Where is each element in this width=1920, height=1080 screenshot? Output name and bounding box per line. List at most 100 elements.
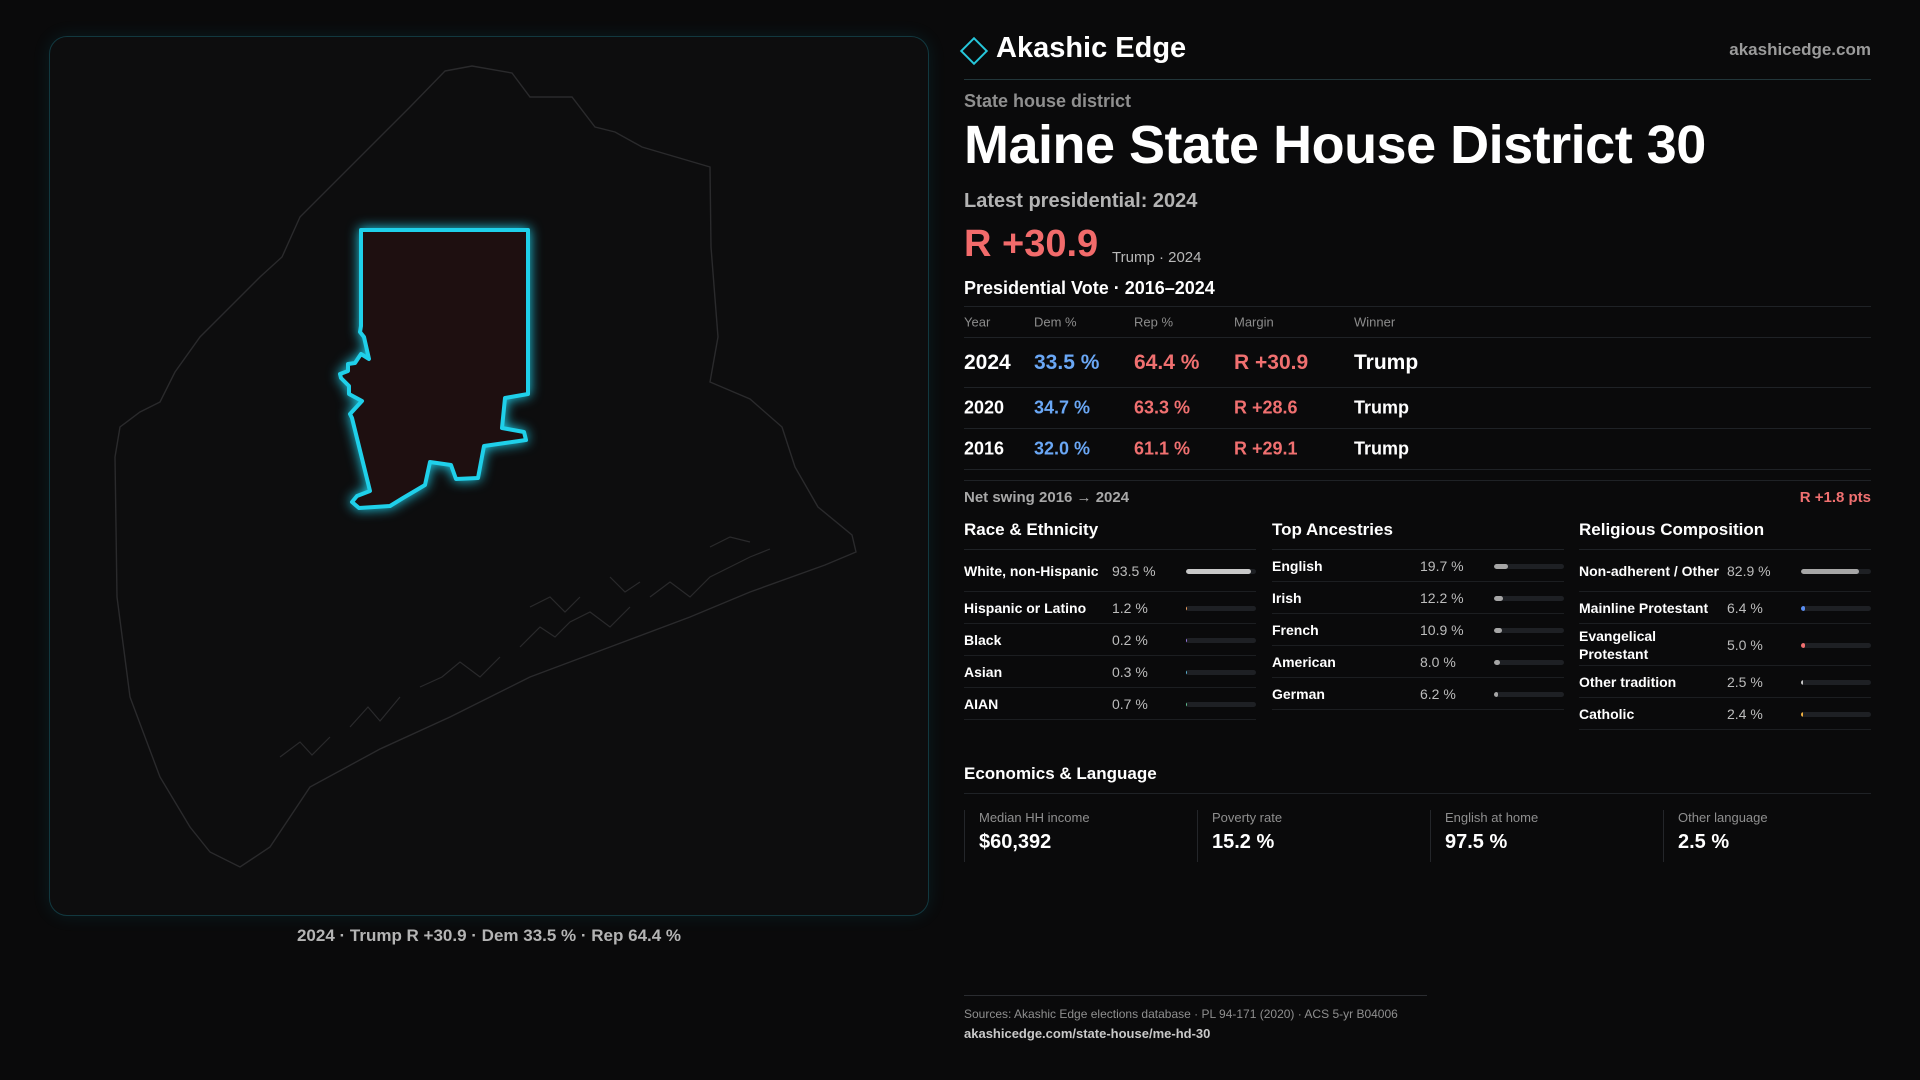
list-item: Asian 0.3 % [964, 656, 1256, 688]
item-value: 0.2 % [1112, 631, 1148, 648]
econ-label: Poverty rate [1212, 810, 1283, 825]
share-bar-fill [1186, 568, 1252, 574]
item-value: 82.9 % [1727, 562, 1771, 579]
item-value: 93.5 % [1112, 562, 1156, 579]
row-dem: 34.7 % [1034, 397, 1091, 418]
econ-stat-median-income: Median HH income $60,392 [964, 810, 1090, 862]
item-value: 1.2 % [1112, 599, 1148, 616]
econ-stat-other-language: Other language 2.5 % [1663, 810, 1768, 862]
share-bar [1494, 563, 1564, 569]
row-margin: R +29.1 [1234, 438, 1298, 459]
share-bar [1186, 605, 1256, 611]
share-bar-fill [1801, 679, 1803, 685]
item-label: Non-adherent / Other [1579, 562, 1720, 579]
item-value: 12.2 % [1420, 589, 1464, 606]
share-bar-fill [1801, 568, 1860, 574]
list-item: French 10.9 % [1272, 614, 1564, 646]
section-title: Race & Ethnicity [964, 520, 1256, 550]
table-header-row: Year Dem % Rep % Margin Winner [964, 306, 1871, 338]
row-winner: Trump [1354, 350, 1419, 374]
share-bar-fill [1801, 642, 1805, 648]
row-winner: Trump [1354, 397, 1410, 418]
list-item: Black 0.2 % [964, 624, 1256, 656]
share-bar [1494, 627, 1564, 633]
page-url-link[interactable]: akashicedge.com/state-house/me-hd-30 [964, 1026, 1211, 1041]
swing-divider [964, 480, 1871, 481]
header-winner: Winner [1354, 314, 1396, 330]
table-row: 2020 34.7 % 63.3 % R +28.6 Trump [964, 388, 1871, 429]
list-item: Other tradition 2.5 % [1579, 666, 1871, 698]
share-bar-fill [1494, 627, 1502, 633]
item-value: 8.0 % [1420, 653, 1456, 670]
list-item: Mainline Protestant 6.4 % [1579, 592, 1871, 624]
list-item: Non-adherent / Other 82.9 % [1579, 550, 1871, 592]
district-30-boundary[interactable] [338, 228, 530, 510]
coastline-islands [279, 536, 771, 758]
share-bar [1494, 595, 1564, 601]
row-dem: 33.5 % [1034, 350, 1100, 374]
row-rep: 63.3 % [1134, 397, 1191, 418]
share-bar-fill [1494, 563, 1508, 569]
econ-value: 15.2 % [1212, 831, 1275, 853]
item-value: 0.3 % [1112, 663, 1148, 680]
religious-composition-section: Religious Composition Non-adherent / Oth… [1579, 520, 1871, 730]
header-year: Year [964, 314, 991, 330]
item-value: 2.5 % [1727, 673, 1763, 690]
row-dem: 32.0 % [1034, 438, 1091, 459]
net-swing-label: Net swing 2016 → 2024 [964, 489, 1130, 506]
list-item: Hispanic or Latino 1.2 % [964, 592, 1256, 624]
item-value: 10.9 % [1420, 621, 1464, 638]
share-bar-fill [1186, 637, 1188, 643]
item-value: 2.4 % [1727, 705, 1763, 722]
share-bar [1494, 691, 1564, 697]
latest-presidential-label: Latest presidential: 2024 [964, 190, 1198, 212]
list-item: Catholic 2.4 % [1579, 698, 1871, 730]
state-outline [114, 65, 857, 868]
econ-label: Median HH income [979, 810, 1090, 825]
section-title: Top Ancestries [1272, 520, 1564, 550]
econ-stat-poverty-rate: Poverty rate 15.2 % [1197, 810, 1282, 862]
list-item: English 19.7 % [1272, 550, 1564, 582]
vote-table-title: Presidential Vote · 2016–2024 [964, 278, 1215, 298]
row-margin: R +28.6 [1234, 397, 1298, 418]
district-map[interactable] [49, 36, 929, 916]
share-bar [1801, 605, 1871, 611]
item-label: Black [964, 631, 1002, 648]
econ-value: 97.5 % [1445, 831, 1508, 853]
row-year: 2024 [964, 350, 1011, 374]
table-row: 2016 32.0 % 61.1 % R +29.1 Trump [964, 429, 1871, 470]
item-value: 6.4 % [1727, 599, 1763, 616]
header-rep: Rep % [1134, 314, 1174, 330]
econ-value: 2.5 % [1678, 831, 1730, 853]
brand-name: Akashic Edge [996, 32, 1187, 64]
item-value: 0.7 % [1112, 695, 1148, 712]
sources-note: Sources: Akashic Edge elections database… [964, 1007, 1398, 1021]
header-dem: Dem % [1034, 314, 1077, 330]
row-rep: 64.4 % [1134, 350, 1200, 374]
share-bar-fill [1494, 595, 1503, 601]
share-bar [1186, 637, 1256, 643]
item-label: Irish [1272, 589, 1302, 606]
item-label: Catholic [1579, 705, 1635, 722]
econ-stat-english-at-home: English at home 97.5 % [1430, 810, 1538, 862]
top-ancestries-section: Top Ancestries English 19.7 % Irish 12.2 % F… [1272, 520, 1564, 710]
item-value: 6.2 % [1420, 685, 1456, 702]
econ-label: Other language [1678, 810, 1768, 825]
share-bar [1494, 659, 1564, 665]
list-item: German 6.2 % [1272, 678, 1564, 710]
share-bar-fill [1186, 605, 1188, 611]
row-year: 2020 [964, 397, 1005, 418]
brand[interactable]: Akashic Edge [959, 32, 1187, 65]
section-title: Religious Composition [1579, 520, 1871, 550]
table-row: 2024 33.5 % 64.4 % R +30.9 Trump [964, 338, 1871, 388]
share-bar [1801, 711, 1871, 717]
item-label: English [1272, 557, 1323, 574]
brand-url-link[interactable]: akashicedge.com [1729, 40, 1871, 59]
headline-margin: R +30.9 [964, 223, 1099, 265]
race-ethnicity-section: Race & Ethnicity White, non-Hispanic 93.5… [964, 520, 1256, 720]
list-item: White, non-Hispanic 93.5 % [964, 550, 1256, 592]
share-bar [1801, 642, 1871, 648]
map-svg [114, 65, 857, 868]
row-rep: 61.1 % [1134, 438, 1191, 459]
list-item: Irish 12.2 % [1272, 582, 1564, 614]
